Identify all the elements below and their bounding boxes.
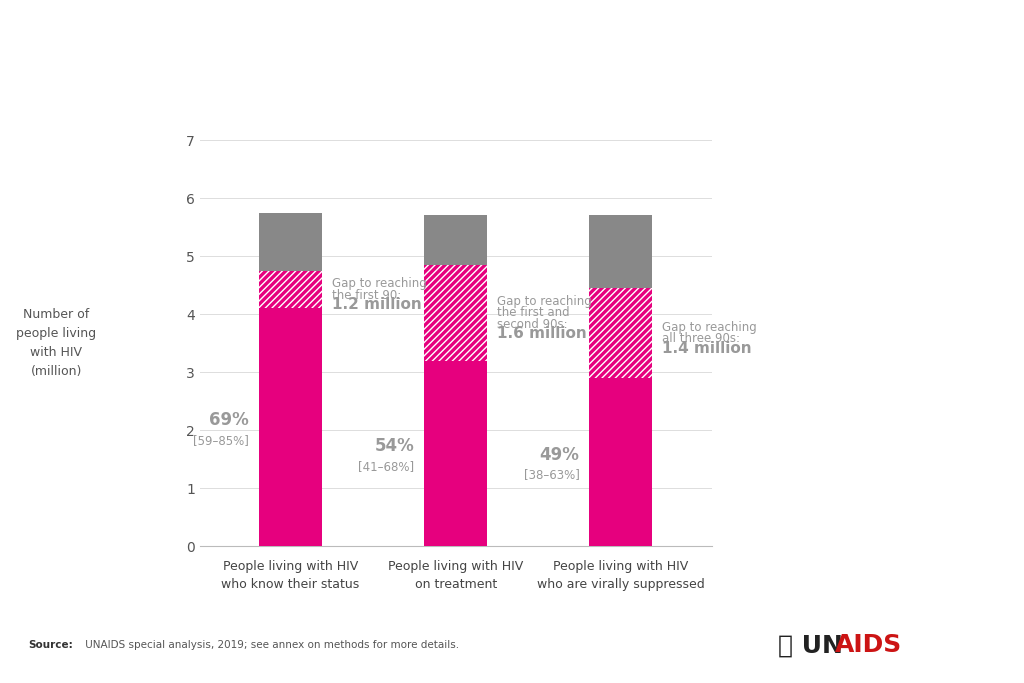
Bar bbox=[424, 361, 487, 546]
Text: 1.4 million: 1.4 million bbox=[663, 341, 752, 356]
Text: Gap to reaching: Gap to reaching bbox=[497, 294, 592, 307]
Text: Number of
people living
with HIV
(million): Number of people living with HIV (millio… bbox=[16, 308, 96, 378]
Bar bbox=[590, 288, 652, 378]
Bar bbox=[259, 212, 322, 270]
Bar bbox=[259, 309, 322, 546]
Bar bbox=[259, 270, 322, 309]
Text: [59–85%]: [59–85%] bbox=[194, 434, 249, 447]
Bar bbox=[590, 216, 652, 288]
Bar bbox=[590, 378, 652, 546]
Text: UNAIDS special analysis, 2019; see annex on methods for more details.: UNAIDS special analysis, 2019; see annex… bbox=[82, 641, 459, 650]
Text: Gap to reaching: Gap to reaching bbox=[663, 321, 757, 334]
Text: Source:: Source: bbox=[29, 641, 74, 650]
Text: [41–68%]: [41–68%] bbox=[358, 460, 415, 473]
Text: 1.6 million: 1.6 million bbox=[497, 326, 587, 341]
Text: HIV testing and treatment cascade, Asia and the Pacific, 2018: HIV testing and treatment cascade, Asia … bbox=[29, 48, 891, 76]
Text: the first and: the first and bbox=[497, 306, 569, 319]
Text: the first 90:: the first 90: bbox=[332, 289, 401, 302]
Bar bbox=[424, 216, 487, 265]
Text: second 90s:: second 90s: bbox=[497, 318, 567, 331]
Text: Gap to reaching: Gap to reaching bbox=[332, 277, 427, 290]
Text: all three 90s:: all three 90s: bbox=[663, 333, 740, 346]
Bar bbox=[424, 265, 487, 361]
Text: 49%: 49% bbox=[540, 446, 580, 464]
Text: 69%: 69% bbox=[210, 411, 249, 429]
Text: [38–63%]: [38–63%] bbox=[523, 469, 580, 482]
Text: 1.2 million: 1.2 million bbox=[332, 297, 422, 312]
Text: 54%: 54% bbox=[375, 437, 415, 455]
Text: AIDS: AIDS bbox=[835, 633, 902, 658]
Text: Ⓐ UN: Ⓐ UN bbox=[778, 633, 843, 658]
